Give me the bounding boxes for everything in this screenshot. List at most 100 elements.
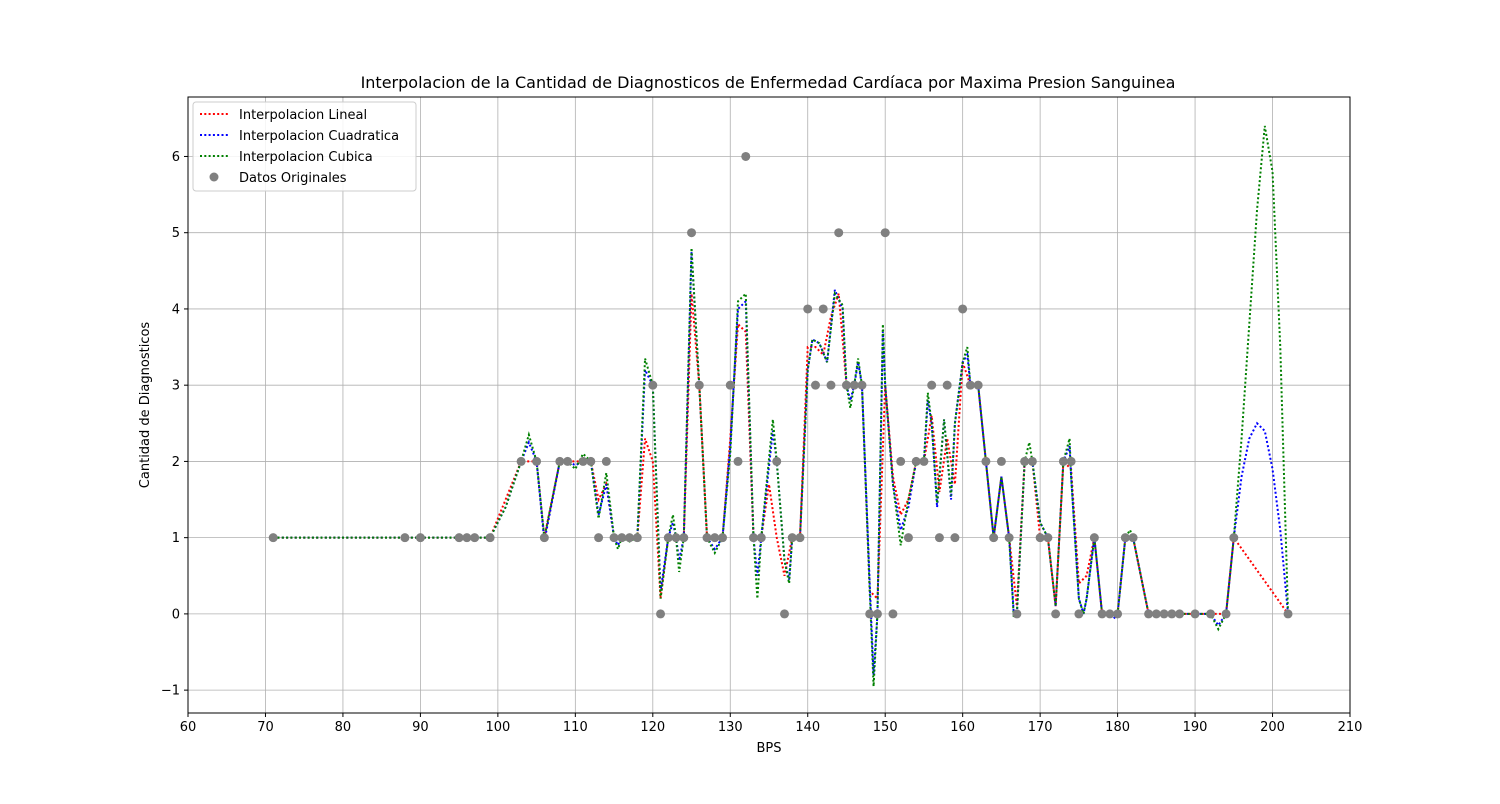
x-tick-label: 140 bbox=[795, 720, 820, 735]
data-point bbox=[539, 533, 549, 543]
data-point bbox=[872, 609, 882, 619]
data-point bbox=[826, 380, 836, 390]
data-point bbox=[733, 456, 743, 466]
data-point bbox=[679, 533, 689, 543]
x-tick-label: 180 bbox=[1105, 720, 1130, 735]
legend-label-cuadratica: Interpolacion Cuadratica bbox=[239, 129, 399, 144]
data-point bbox=[772, 456, 782, 466]
legend-label-datos: Datos Originales bbox=[239, 171, 347, 186]
data-point bbox=[1128, 533, 1138, 543]
y-axis-label: Cantidad de Diagnosticos bbox=[138, 322, 153, 489]
data-point bbox=[485, 533, 495, 543]
data-point bbox=[694, 380, 704, 390]
data-point bbox=[880, 228, 890, 238]
y-tick-label: 0 bbox=[172, 607, 180, 622]
data-point bbox=[268, 533, 278, 543]
series-line-cubica bbox=[273, 125, 1290, 687]
data-point bbox=[1283, 609, 1293, 619]
data-point bbox=[710, 533, 720, 543]
data-point bbox=[1012, 609, 1022, 619]
data-point bbox=[1229, 533, 1239, 543]
data-point bbox=[934, 533, 944, 543]
plot-frame bbox=[187, 96, 1351, 714]
data-point bbox=[617, 533, 627, 543]
y-tick-label: 6 bbox=[172, 150, 180, 165]
data-point bbox=[927, 380, 937, 390]
data-point bbox=[462, 533, 472, 543]
data-point bbox=[996, 456, 1006, 466]
x-tick-label: 170 bbox=[1028, 720, 1053, 735]
data-point bbox=[981, 456, 991, 466]
x-axis-ticks: 60 70 80 90 100 110 120 130 140 150 160 170 180 190 20… bbox=[180, 713, 1363, 735]
data-point bbox=[609, 533, 619, 543]
data-point bbox=[516, 456, 526, 466]
data-point bbox=[563, 456, 573, 466]
data-point bbox=[958, 304, 968, 314]
chart-title: Interpolacion de la Cantidad de Diagnost… bbox=[361, 73, 1176, 92]
data-point bbox=[1221, 609, 1231, 619]
series-line-cuadratica bbox=[273, 251, 1290, 675]
data-point bbox=[578, 456, 588, 466]
x-tick-label: 120 bbox=[640, 720, 665, 735]
x-tick-label: 210 bbox=[1338, 720, 1363, 735]
data-point bbox=[1159, 609, 1169, 619]
data-point bbox=[795, 533, 805, 543]
data-point bbox=[903, 533, 913, 543]
data-point bbox=[1206, 609, 1216, 619]
data-point bbox=[586, 456, 596, 466]
data-point bbox=[950, 533, 960, 543]
data-point bbox=[1113, 609, 1123, 619]
data-point bbox=[973, 380, 983, 390]
data-point bbox=[625, 533, 635, 543]
data-point bbox=[1175, 609, 1185, 619]
data-point bbox=[532, 456, 542, 466]
y-tick-label: 4 bbox=[172, 302, 180, 317]
data-point bbox=[1074, 609, 1084, 619]
data-point bbox=[601, 456, 611, 466]
x-tick-label: 100 bbox=[485, 720, 510, 735]
y-tick-label: 3 bbox=[172, 379, 180, 394]
x-tick-label: 70 bbox=[257, 720, 274, 735]
data-point bbox=[702, 533, 712, 543]
data-point bbox=[803, 304, 813, 314]
data-point bbox=[911, 456, 921, 466]
data-point bbox=[810, 380, 820, 390]
data-point bbox=[787, 533, 797, 543]
data-point bbox=[1167, 609, 1177, 619]
data-point bbox=[888, 609, 898, 619]
y-axis-ticks: −1 0 1 2 3 4 5 6 bbox=[161, 150, 188, 699]
data-point bbox=[1043, 533, 1053, 543]
data-point bbox=[1058, 456, 1068, 466]
data-point bbox=[671, 533, 681, 543]
data-point bbox=[725, 380, 735, 390]
data-point bbox=[818, 304, 828, 314]
data-point bbox=[718, 533, 728, 543]
data-point bbox=[687, 228, 697, 238]
x-tick-label: 90 bbox=[412, 720, 429, 735]
data-point bbox=[1190, 609, 1200, 619]
data-point bbox=[1144, 609, 1154, 619]
y-tick-label: 1 bbox=[172, 531, 180, 546]
data-point bbox=[594, 533, 604, 543]
data-point bbox=[1105, 609, 1115, 619]
data-point bbox=[1089, 533, 1099, 543]
y-tick-label: −1 bbox=[161, 684, 180, 699]
data-point bbox=[965, 380, 975, 390]
grid-lines bbox=[187, 97, 1351, 713]
legend-box bbox=[192, 101, 417, 192]
data-point bbox=[841, 380, 851, 390]
plot-series bbox=[273, 125, 1290, 687]
data-point bbox=[1151, 609, 1161, 619]
data-point bbox=[632, 533, 642, 543]
legend-swatch-datos bbox=[209, 172, 219, 182]
data-point bbox=[415, 533, 425, 543]
data-point bbox=[857, 380, 867, 390]
data-point bbox=[555, 456, 565, 466]
legend-label-lineal: Interpolacion Lineal bbox=[239, 108, 367, 123]
scatter-points bbox=[268, 151, 1293, 619]
x-tick-label: 110 bbox=[563, 720, 588, 735]
x-tick-label: 80 bbox=[335, 720, 352, 735]
data-point bbox=[1051, 609, 1061, 619]
data-point bbox=[470, 533, 480, 543]
x-tick-label: 60 bbox=[180, 720, 197, 735]
